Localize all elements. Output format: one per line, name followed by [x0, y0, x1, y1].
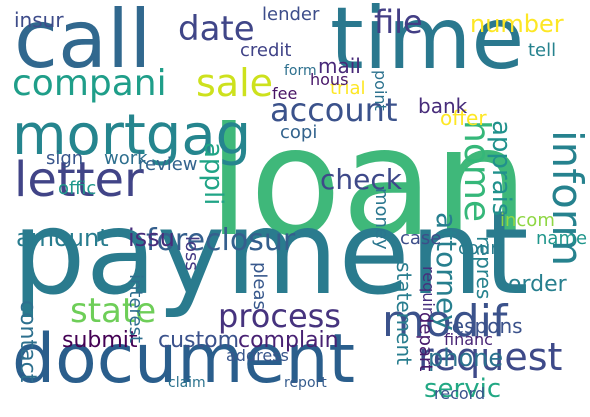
cloud-word: report — [284, 375, 327, 391]
cloud-word: order — [508, 272, 567, 297]
cloud-word: time — [330, 0, 525, 89]
cloud-word: respons — [444, 314, 523, 338]
cloud-word: incom — [500, 210, 555, 231]
cloud-word: claim — [168, 375, 206, 391]
cloud-word: payment — [12, 186, 529, 321]
cloud-word: loss — [181, 236, 202, 271]
cloud-word: address — [226, 346, 289, 365]
cloud-word: process — [218, 297, 341, 335]
cloud-word: offic — [58, 178, 97, 199]
cloud-word: issu — [128, 224, 175, 252]
cloud-word: copi — [280, 122, 318, 143]
cloud-word: appli — [198, 142, 228, 206]
cloud-word: foreclosur — [146, 223, 296, 258]
cloud-word: name — [536, 228, 588, 249]
cloud-word: sign — [46, 148, 84, 169]
cloud-word: check — [320, 163, 402, 196]
cloud-word: modif — [382, 296, 508, 347]
cloud-word: date — [178, 9, 255, 49]
cloud-word: court — [458, 238, 505, 259]
cloud-word: point — [371, 70, 390, 111]
cloud-word: submit — [62, 328, 138, 353]
cloud-word: loan — [208, 96, 529, 270]
cloud-word: file — [374, 3, 423, 41]
cloud-word: sale — [196, 61, 274, 105]
cloud-word: tell — [528, 40, 557, 61]
cloud-word: contact — [15, 300, 40, 383]
cloud-word: trial — [330, 78, 366, 99]
cloud-word: form — [284, 63, 317, 79]
cloud-word: complain — [238, 328, 339, 353]
cloud-word: custom — [158, 328, 240, 353]
cloud-word: pleas — [249, 262, 270, 310]
cloud-word: amount — [16, 224, 109, 252]
cloud-word: review — [138, 154, 198, 175]
cloud-word: insur — [14, 8, 64, 32]
cloud-word: requir — [419, 266, 438, 314]
cloud-word: hous — [310, 70, 349, 89]
cloud-word: state — [70, 291, 157, 331]
cloud-word: interest — [125, 274, 146, 344]
cloud-word: letter — [14, 152, 144, 208]
cloud-word: record — [434, 384, 486, 403]
cloud-word: money — [371, 188, 392, 250]
cloud-word: account — [270, 91, 398, 129]
cloud-word: offer — [440, 106, 487, 130]
cloud-word: lender — [262, 4, 320, 25]
cloud-word: number — [470, 10, 564, 38]
cloud-word: bank — [418, 94, 468, 118]
cloud-word: phone — [428, 344, 504, 372]
cloud-word: request — [418, 335, 563, 379]
cloud-word: credit — [240, 40, 292, 61]
cloud-word: apprais — [486, 120, 516, 217]
cloud-word: statement — [392, 262, 416, 365]
cloud-word: compani — [12, 63, 167, 104]
cloud-word: mail — [318, 54, 361, 78]
cloud-word: financ — [444, 330, 493, 349]
cloud-word: depart — [415, 312, 436, 372]
cloud-word: case — [400, 228, 442, 249]
cloud-word: work — [104, 148, 148, 169]
cloud-word: mortgag — [12, 103, 252, 168]
cloud-word: servic — [424, 374, 502, 404]
cloud-word: fee — [272, 84, 298, 103]
cloud-word: call — [14, 0, 152, 86]
cloud-word: document — [12, 320, 356, 399]
